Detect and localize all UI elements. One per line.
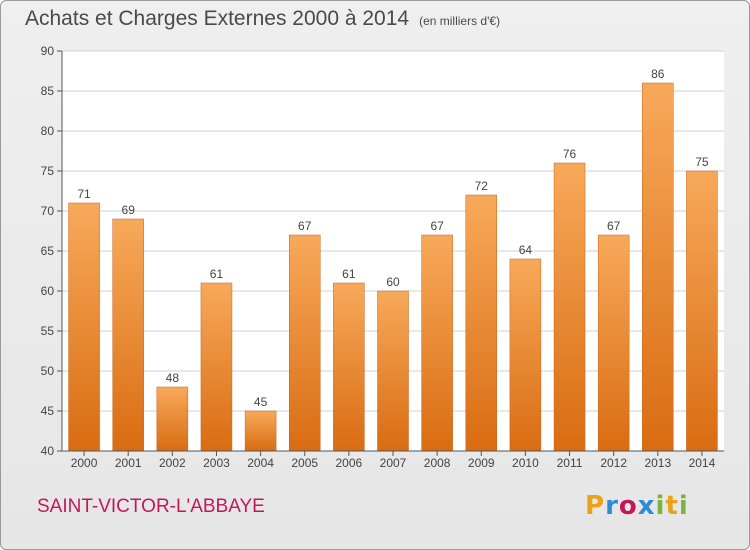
y-tick-label: 80 bbox=[41, 124, 55, 138]
bar-value-label: 76 bbox=[563, 147, 577, 161]
chart-title: Achats et Charges Externes 2000 à 2014 (e… bbox=[25, 7, 500, 31]
x-tick-label: 2012 bbox=[600, 456, 627, 470]
x-tick-label: 2011 bbox=[557, 456, 583, 470]
bar bbox=[200, 282, 233, 452]
y-tick-label: 60 bbox=[41, 284, 55, 298]
bar bbox=[156, 386, 189, 452]
bar bbox=[686, 170, 718, 452]
bar bbox=[421, 234, 453, 452]
logo-letter: P bbox=[585, 491, 606, 521]
bar-value-label: 67 bbox=[430, 219, 444, 233]
bar bbox=[553, 162, 586, 452]
bar-value-label: 61 bbox=[210, 267, 224, 281]
bar bbox=[244, 410, 277, 452]
y-tick-label: 70 bbox=[41, 204, 55, 218]
bar-value-label: 69 bbox=[122, 203, 136, 217]
bar-value-label: 60 bbox=[386, 275, 400, 289]
logo-letter: t bbox=[665, 491, 679, 521]
logo-letter: i bbox=[678, 491, 689, 521]
bar bbox=[112, 218, 144, 452]
y-tick-label: 50 bbox=[41, 364, 55, 378]
logo-letter: r bbox=[605, 491, 619, 521]
proxiti-logo: Proxiti bbox=[585, 491, 689, 521]
logo-letter: o bbox=[618, 491, 638, 521]
x-tick-label: 2008 bbox=[424, 456, 451, 470]
y-tick-label: 45 bbox=[41, 404, 55, 418]
y-tick-label: 55 bbox=[41, 324, 55, 338]
data-labels: 71 69 48 61 45 67 61 60 67 72 64 76 67 86 75 bbox=[77, 67, 709, 409]
y-tick-label: 75 bbox=[41, 164, 55, 178]
x-tick-label: 2013 bbox=[644, 456, 671, 470]
bar-value-label: 48 bbox=[166, 371, 180, 385]
y-axis-ticks: 40 45 50 55 60 65 70 75 80 85 90 bbox=[41, 44, 62, 458]
title-text: Achats et Charges Externes 2000 à 2014 bbox=[25, 7, 410, 30]
bars bbox=[68, 82, 718, 452]
bar-value-label: 61 bbox=[342, 267, 356, 281]
x-axis-ticks: 2000 2001 2002 2003 2004 2005 2006 2007 2008 2009… bbox=[71, 451, 716, 470]
x-tick-label: 2007 bbox=[380, 456, 407, 470]
x-tick-label: 2014 bbox=[689, 456, 716, 470]
bar-value-label: 45 bbox=[254, 395, 268, 409]
bar bbox=[68, 202, 100, 452]
x-tick-label: 2000 bbox=[71, 456, 98, 470]
x-tick-label: 2010 bbox=[512, 456, 539, 470]
logo-letter: i bbox=[655, 491, 666, 521]
y-tick-label: 65 bbox=[41, 244, 55, 258]
x-tick-label: 2001 bbox=[115, 456, 142, 470]
bar bbox=[465, 194, 498, 452]
y-tick-label: 40 bbox=[41, 444, 55, 458]
bar-value-label: 75 bbox=[695, 155, 709, 169]
bar-value-label: 67 bbox=[607, 219, 621, 233]
bar-value-label: 72 bbox=[475, 179, 489, 193]
bar-value-label: 71 bbox=[77, 187, 91, 201]
x-tick-label: 2005 bbox=[291, 456, 318, 470]
bar-value-label: 67 bbox=[298, 219, 312, 233]
logo-letter: x bbox=[637, 491, 656, 521]
x-tick-label: 2002 bbox=[159, 456, 186, 470]
x-tick-label: 2003 bbox=[203, 456, 230, 470]
bar bbox=[288, 234, 321, 452]
bar bbox=[377, 290, 409, 452]
bar bbox=[333, 282, 365, 452]
commune-name: SAINT-VICTOR-L'ABBAYE bbox=[37, 496, 265, 517]
y-tick-label: 85 bbox=[41, 84, 55, 98]
x-tick-label: 2006 bbox=[336, 456, 363, 470]
bar-value-label: 86 bbox=[651, 67, 665, 81]
y-tick-label: 90 bbox=[41, 44, 55, 58]
bar bbox=[642, 82, 674, 452]
x-tick-label: 2009 bbox=[468, 456, 495, 470]
title-units: (en milliers d'€) bbox=[419, 14, 501, 28]
bar-value-label: 64 bbox=[519, 243, 533, 257]
x-tick-label: 2004 bbox=[247, 456, 274, 470]
bar bbox=[597, 234, 630, 452]
bar bbox=[509, 258, 542, 452]
